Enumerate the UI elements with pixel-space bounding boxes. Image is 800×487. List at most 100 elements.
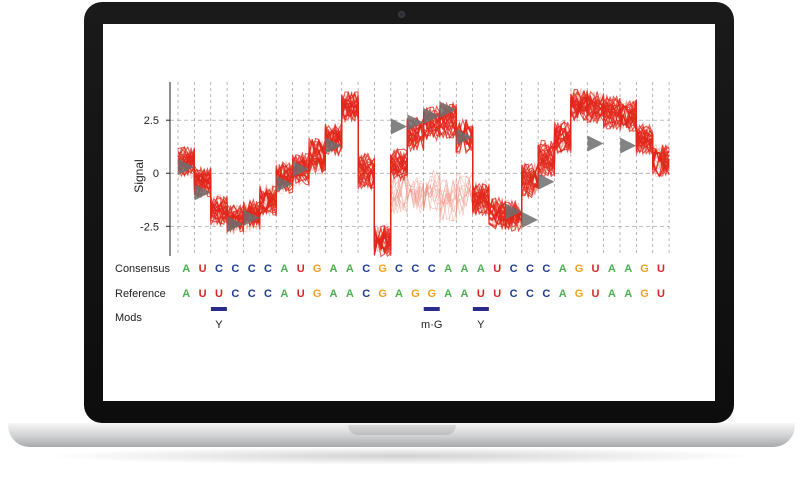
consensus-base: C — [411, 263, 419, 275]
reference-base: U — [199, 288, 207, 300]
segment-marker — [227, 216, 244, 233]
laptop-shadow — [40, 447, 760, 465]
consensus-base: A — [608, 263, 616, 275]
y-tick-label: 0 — [153, 168, 159, 180]
reference-base: G — [427, 288, 436, 300]
reference-base: U — [297, 288, 305, 300]
reference-base: U — [477, 288, 485, 300]
consensus-base: U — [493, 263, 501, 275]
reference-base: A — [330, 288, 338, 300]
laptop-notch — [348, 425, 456, 435]
consensus-base: C — [264, 263, 272, 275]
reference-base: A — [460, 288, 468, 300]
y-axis-label: Signal — [132, 159, 146, 192]
y-tick-label: -2.5 — [140, 221, 159, 233]
consensus-base: G — [378, 263, 387, 275]
reference-base: G — [575, 288, 584, 300]
consensus-base: A — [330, 263, 338, 275]
reference-base: C — [248, 288, 256, 300]
reference-base: A — [608, 288, 616, 300]
consensus-base: A — [624, 263, 632, 275]
segment-marker — [243, 209, 260, 226]
reference-base: A — [280, 288, 288, 300]
reference-base: U — [493, 288, 501, 300]
reference-base: C — [526, 288, 534, 300]
mod-bar — [210, 307, 227, 311]
y-ticks: 2.5 0 -2.5 — [140, 115, 170, 233]
consensus-base: A — [460, 263, 468, 275]
consensus-base: G — [313, 263, 322, 275]
segment-marker — [325, 137, 342, 154]
segment-marker — [194, 184, 211, 201]
segment-markers — [178, 101, 637, 233]
consensus-base: C — [231, 263, 239, 275]
segment-marker — [620, 137, 637, 154]
segment-marker — [178, 158, 195, 175]
mod-label: m·G — [421, 319, 442, 331]
consensus-base: C — [248, 263, 256, 275]
consensus-base: C — [542, 263, 550, 275]
reference-base: G — [640, 288, 649, 300]
consensus-base: U — [657, 263, 665, 275]
mods-label: Mods — [115, 312, 142, 324]
signal-trace — [177, 89, 670, 242]
reference-base: A — [444, 288, 452, 300]
consensus-base: A — [346, 263, 354, 275]
consensus-base: C — [510, 263, 518, 275]
consensus-base: C — [215, 263, 223, 275]
segment-marker — [390, 118, 407, 135]
consensus-base: A — [477, 263, 485, 275]
reference-base: C — [510, 288, 518, 300]
mod-bar — [472, 307, 489, 311]
reference-base: A — [346, 288, 354, 300]
reference-base: G — [411, 288, 420, 300]
segment-marker — [292, 161, 309, 177]
consensus-base: G — [640, 263, 649, 275]
mod-label: Y — [477, 319, 485, 331]
mod-bar — [423, 307, 440, 311]
reference-base: A — [395, 288, 403, 300]
reference-base: U — [215, 288, 223, 300]
reference-base: U — [657, 288, 665, 300]
consensus-base: U — [591, 263, 599, 275]
consensus-base: G — [575, 263, 584, 275]
signal-traces — [177, 89, 670, 258]
segment-marker — [456, 129, 473, 146]
reference-base: C — [542, 288, 550, 300]
segment-marker — [276, 175, 293, 192]
consensus-base: A — [182, 263, 190, 275]
reference-base: C — [362, 288, 370, 300]
y-tick-label: 2.5 — [144, 115, 159, 127]
consensus-base: C — [395, 263, 403, 275]
consensus-base: C — [428, 263, 436, 275]
reference-base: U — [591, 288, 599, 300]
reference-base: A — [182, 288, 190, 300]
consensus-base: A — [444, 263, 452, 275]
reference-base: G — [378, 288, 387, 300]
segment-marker — [423, 107, 440, 124]
mod-label: Y — [215, 319, 223, 331]
consensus-base: A — [280, 263, 288, 275]
segment-marker — [587, 135, 604, 152]
consensus-label: Consensus — [115, 263, 171, 275]
screen — [103, 24, 715, 401]
segment-marker — [538, 173, 555, 190]
reference-base: G — [313, 288, 322, 300]
segment-marker — [505, 203, 522, 220]
reference-base: A — [559, 288, 567, 300]
consensus-base: A — [559, 263, 567, 275]
consensus-base: C — [362, 263, 370, 275]
segment-marker — [440, 101, 457, 118]
consensus-base: U — [297, 263, 305, 275]
consensus-base: U — [199, 263, 207, 275]
segment-marker — [521, 211, 538, 228]
signal-chart: 2.5 0 -2.5 Signal Consensus Reference Mods… — [115, 82, 670, 331]
camera-icon — [398, 11, 405, 18]
reference-base: C — [231, 288, 239, 300]
segment-marker — [407, 114, 424, 131]
reference-base: A — [624, 288, 632, 300]
